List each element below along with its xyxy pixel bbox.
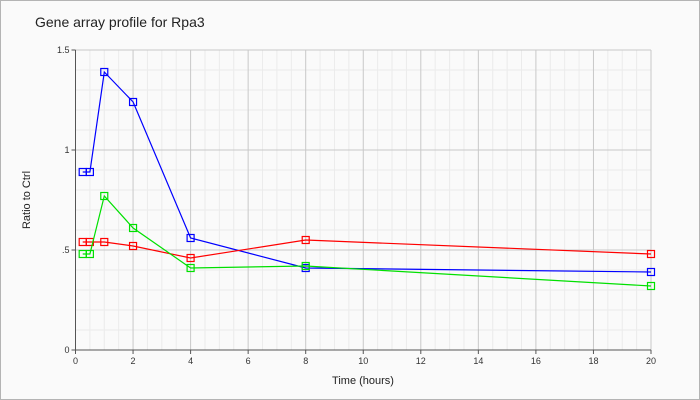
data-point-green — [646, 281, 656, 291]
series-line-blue — [82, 70, 652, 273]
series-line-red — [82, 239, 652, 259]
y-axis-label: Ratio to Ctrl — [21, 171, 33, 229]
y-tick-label: 1.5 — [57, 45, 70, 55]
series-line-green — [82, 194, 652, 287]
x-tick-label: 14 — [473, 356, 483, 366]
data-point-blue — [85, 167, 94, 177]
x-tick-label: 18 — [588, 356, 598, 366]
x-tick-label: 20 — [646, 356, 656, 366]
data-point-red — [301, 235, 310, 245]
x-tick-label: 4 — [188, 356, 193, 366]
x-tick-label: 12 — [416, 356, 426, 366]
data-point-green — [85, 249, 94, 259]
data-point-green — [100, 191, 109, 201]
x-tick-label: 16 — [531, 356, 541, 366]
y-tick-label: .5 — [62, 245, 70, 255]
y-tick-label: 0 — [64, 345, 69, 355]
chart-title: Gene array profile for Rpa3 — [35, 14, 205, 30]
x-tick-label: 8 — [303, 356, 308, 366]
data-point-blue — [100, 67, 109, 77]
x-axis-label: Time (hours) — [332, 375, 394, 387]
data-point-red — [186, 253, 195, 263]
x-tick-label: 6 — [246, 356, 251, 366]
data-point-red — [128, 241, 138, 251]
x-tick-label: 2 — [131, 356, 136, 366]
data-point-red — [100, 237, 109, 247]
data-point-green — [128, 223, 138, 233]
y-tick-label: 1 — [64, 145, 69, 155]
data-point-red — [646, 249, 656, 259]
data-point-blue — [186, 233, 195, 243]
data-point-blue — [128, 97, 138, 107]
x-tick-label: 10 — [358, 356, 368, 366]
data-point-green — [186, 263, 195, 273]
data-point-green — [301, 261, 310, 271]
data-point-blue — [646, 267, 656, 277]
x-tick-label: 0 — [73, 356, 78, 366]
